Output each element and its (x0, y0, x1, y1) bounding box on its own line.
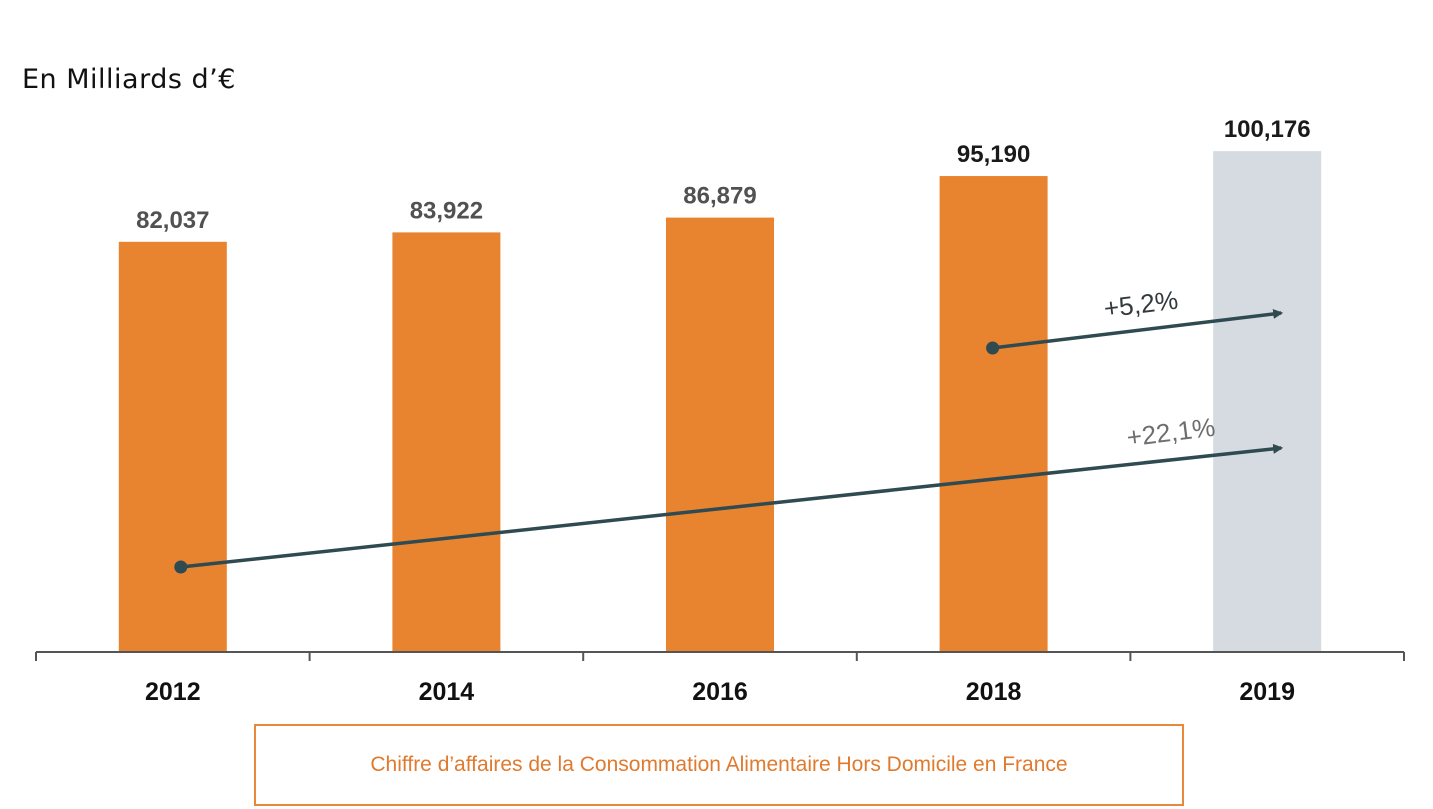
caption-text: Chiffre d’affaires de la Consommation Al… (370, 753, 1068, 776)
growth-arrow-start-dot (174, 560, 188, 574)
value-label-2019: 100,176 (1224, 116, 1311, 143)
bar-2016 (666, 217, 774, 653)
x-tick-label-2012: 2012 (145, 678, 201, 706)
x-tick-label-2014: 2014 (419, 678, 475, 706)
growth-arrow-2012-2019 (180, 443, 1284, 569)
x-tick-label-2019: 2019 (1239, 678, 1295, 706)
bar-2012 (118, 241, 227, 652)
growth-arrow-start-dot (986, 341, 1000, 355)
growth-label-2018-2019: +5,2% (1102, 285, 1180, 324)
value-label-2014: 83,922 (410, 197, 483, 224)
x-tick-label-2018: 2018 (966, 678, 1022, 706)
growth-label-2012-2019: +22,1% (1125, 412, 1217, 453)
unit-label: En Milliards d’€ (22, 64, 236, 95)
growth-arrow-2018-2019 (992, 308, 1284, 350)
value-label-2018: 95,190 (957, 141, 1030, 168)
value-label-2012: 82,037 (136, 207, 209, 234)
x-tick-label-2016: 2016 (692, 678, 748, 706)
bar-2014 (392, 232, 501, 652)
bar-2019 (1213, 151, 1322, 652)
bar-2018 (939, 176, 1048, 653)
caption-box: Chiffre d’affaires de la Consommation Al… (254, 724, 1184, 806)
bar-chart: 82,037 2012 83,922 2014 86,879 2016 95,190 2018… (35, 116, 1405, 706)
value-label-2016: 86,879 (683, 183, 756, 210)
